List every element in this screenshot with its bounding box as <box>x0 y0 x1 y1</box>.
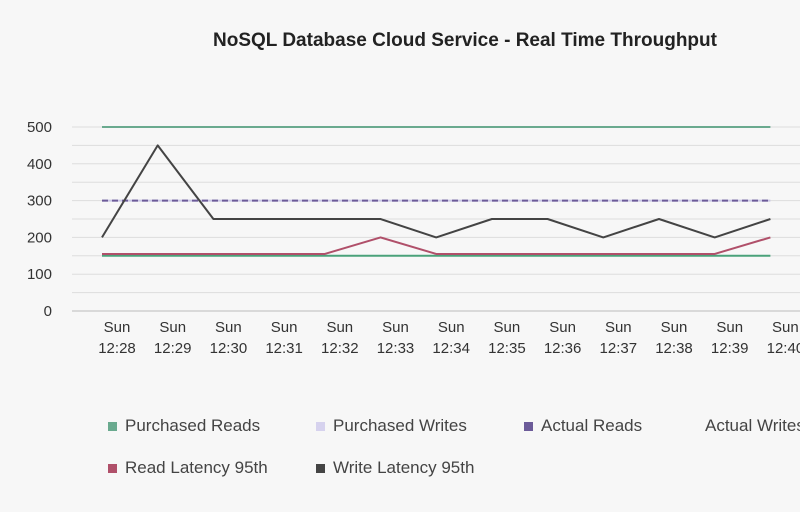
x-tick-label-day: Sun <box>605 319 632 336</box>
y-axis-ticks: 0 100 200 300 400 500 <box>27 119 52 320</box>
legend-label: Read Latency 95th <box>125 458 268 477</box>
legend-swatch-icon <box>316 421 325 431</box>
x-tick-label-time: 12:38 <box>655 340 693 357</box>
x-tick-label-day: Sun <box>104 319 131 336</box>
x-tick-label-day: Sun <box>661 319 688 336</box>
legend-swatch-icon <box>316 463 325 473</box>
x-tick-label-day: Sun <box>494 319 521 336</box>
y-tick-label: 400 <box>27 156 52 173</box>
y-tick-label: 0 <box>44 303 52 320</box>
series-line-read-latency-95th <box>102 236 771 255</box>
x-tick-label-time: 12:28 <box>98 340 136 357</box>
x-tick-label-time: 12:36 <box>544 340 582 357</box>
x-tick-label-time: 12:34 <box>432 340 470 357</box>
x-tick-label-day: Sun <box>271 319 298 336</box>
x-tick-label-time: 12:33 <box>377 340 415 357</box>
x-tick-label-day: Sun <box>326 319 353 336</box>
series-layer <box>101 126 771 257</box>
x-tick-label-day: Sun <box>438 319 465 336</box>
x-tick-label-time: 12:39 <box>711 340 749 357</box>
x-axis-ticks: Sun 12:28 Sun 12:29 Sun 12:30 Sun 12:31 Sun 12:32… <box>98 319 800 357</box>
legend-label: Purchased Writes <box>333 416 467 435</box>
x-tick-label-day: Sun <box>382 319 409 336</box>
y-tick-label: 500 <box>27 119 52 136</box>
legend-label: Purchased Reads <box>125 416 261 435</box>
legend-item-purchased-reads[interactable]: Purchased Reads <box>108 416 260 436</box>
grid-layer <box>72 126 800 312</box>
legend-item-actual-writes[interactable]: Actual Writes <box>697 416 800 436</box>
legend-item-purchased-writes[interactable]: Purchased Writes <box>316 416 467 436</box>
x-tick-label-time: 12:37 <box>600 340 638 357</box>
legend-label: Write Latency 95th <box>333 458 475 477</box>
legend-item-actual-reads[interactable]: Actual Reads <box>524 416 642 436</box>
chart-title: NoSQL Database Cloud Service - Real Time… <box>213 30 717 51</box>
legend-item-read-latency-95th[interactable]: Read Latency 95th <box>108 458 268 478</box>
x-tick-label-day: Sun <box>772 319 799 336</box>
series-line-write-latency-95th <box>101 144 771 239</box>
x-tick-label-day: Sun <box>716 319 743 336</box>
x-tick-label-time: 12:32 <box>321 340 359 357</box>
legend-item-write-latency-95th[interactable]: Write Latency 95th <box>316 458 474 478</box>
x-tick-label-time: 12:40 <box>767 340 800 357</box>
x-tick-label-day: Sun <box>215 319 242 336</box>
x-tick-label-day: Sun <box>549 319 576 336</box>
legend-label: Actual Reads <box>541 416 643 435</box>
legend-swatch-icon <box>108 463 117 473</box>
legend-swatch-icon <box>524 421 533 431</box>
x-tick-label-time: 12:35 <box>488 340 526 357</box>
x-tick-label-time: 12:29 <box>154 340 192 357</box>
x-tick-label-time: 12:31 <box>265 340 303 357</box>
legend-label: Actual Writes <box>705 416 800 435</box>
x-tick-label-day: Sun <box>159 319 186 336</box>
y-tick-label: 200 <box>27 229 52 246</box>
legend-swatch-icon <box>108 421 117 431</box>
x-tick-label-time: 12:30 <box>210 340 248 357</box>
y-tick-label: 300 <box>27 193 52 210</box>
y-tick-label: 100 <box>27 266 52 283</box>
